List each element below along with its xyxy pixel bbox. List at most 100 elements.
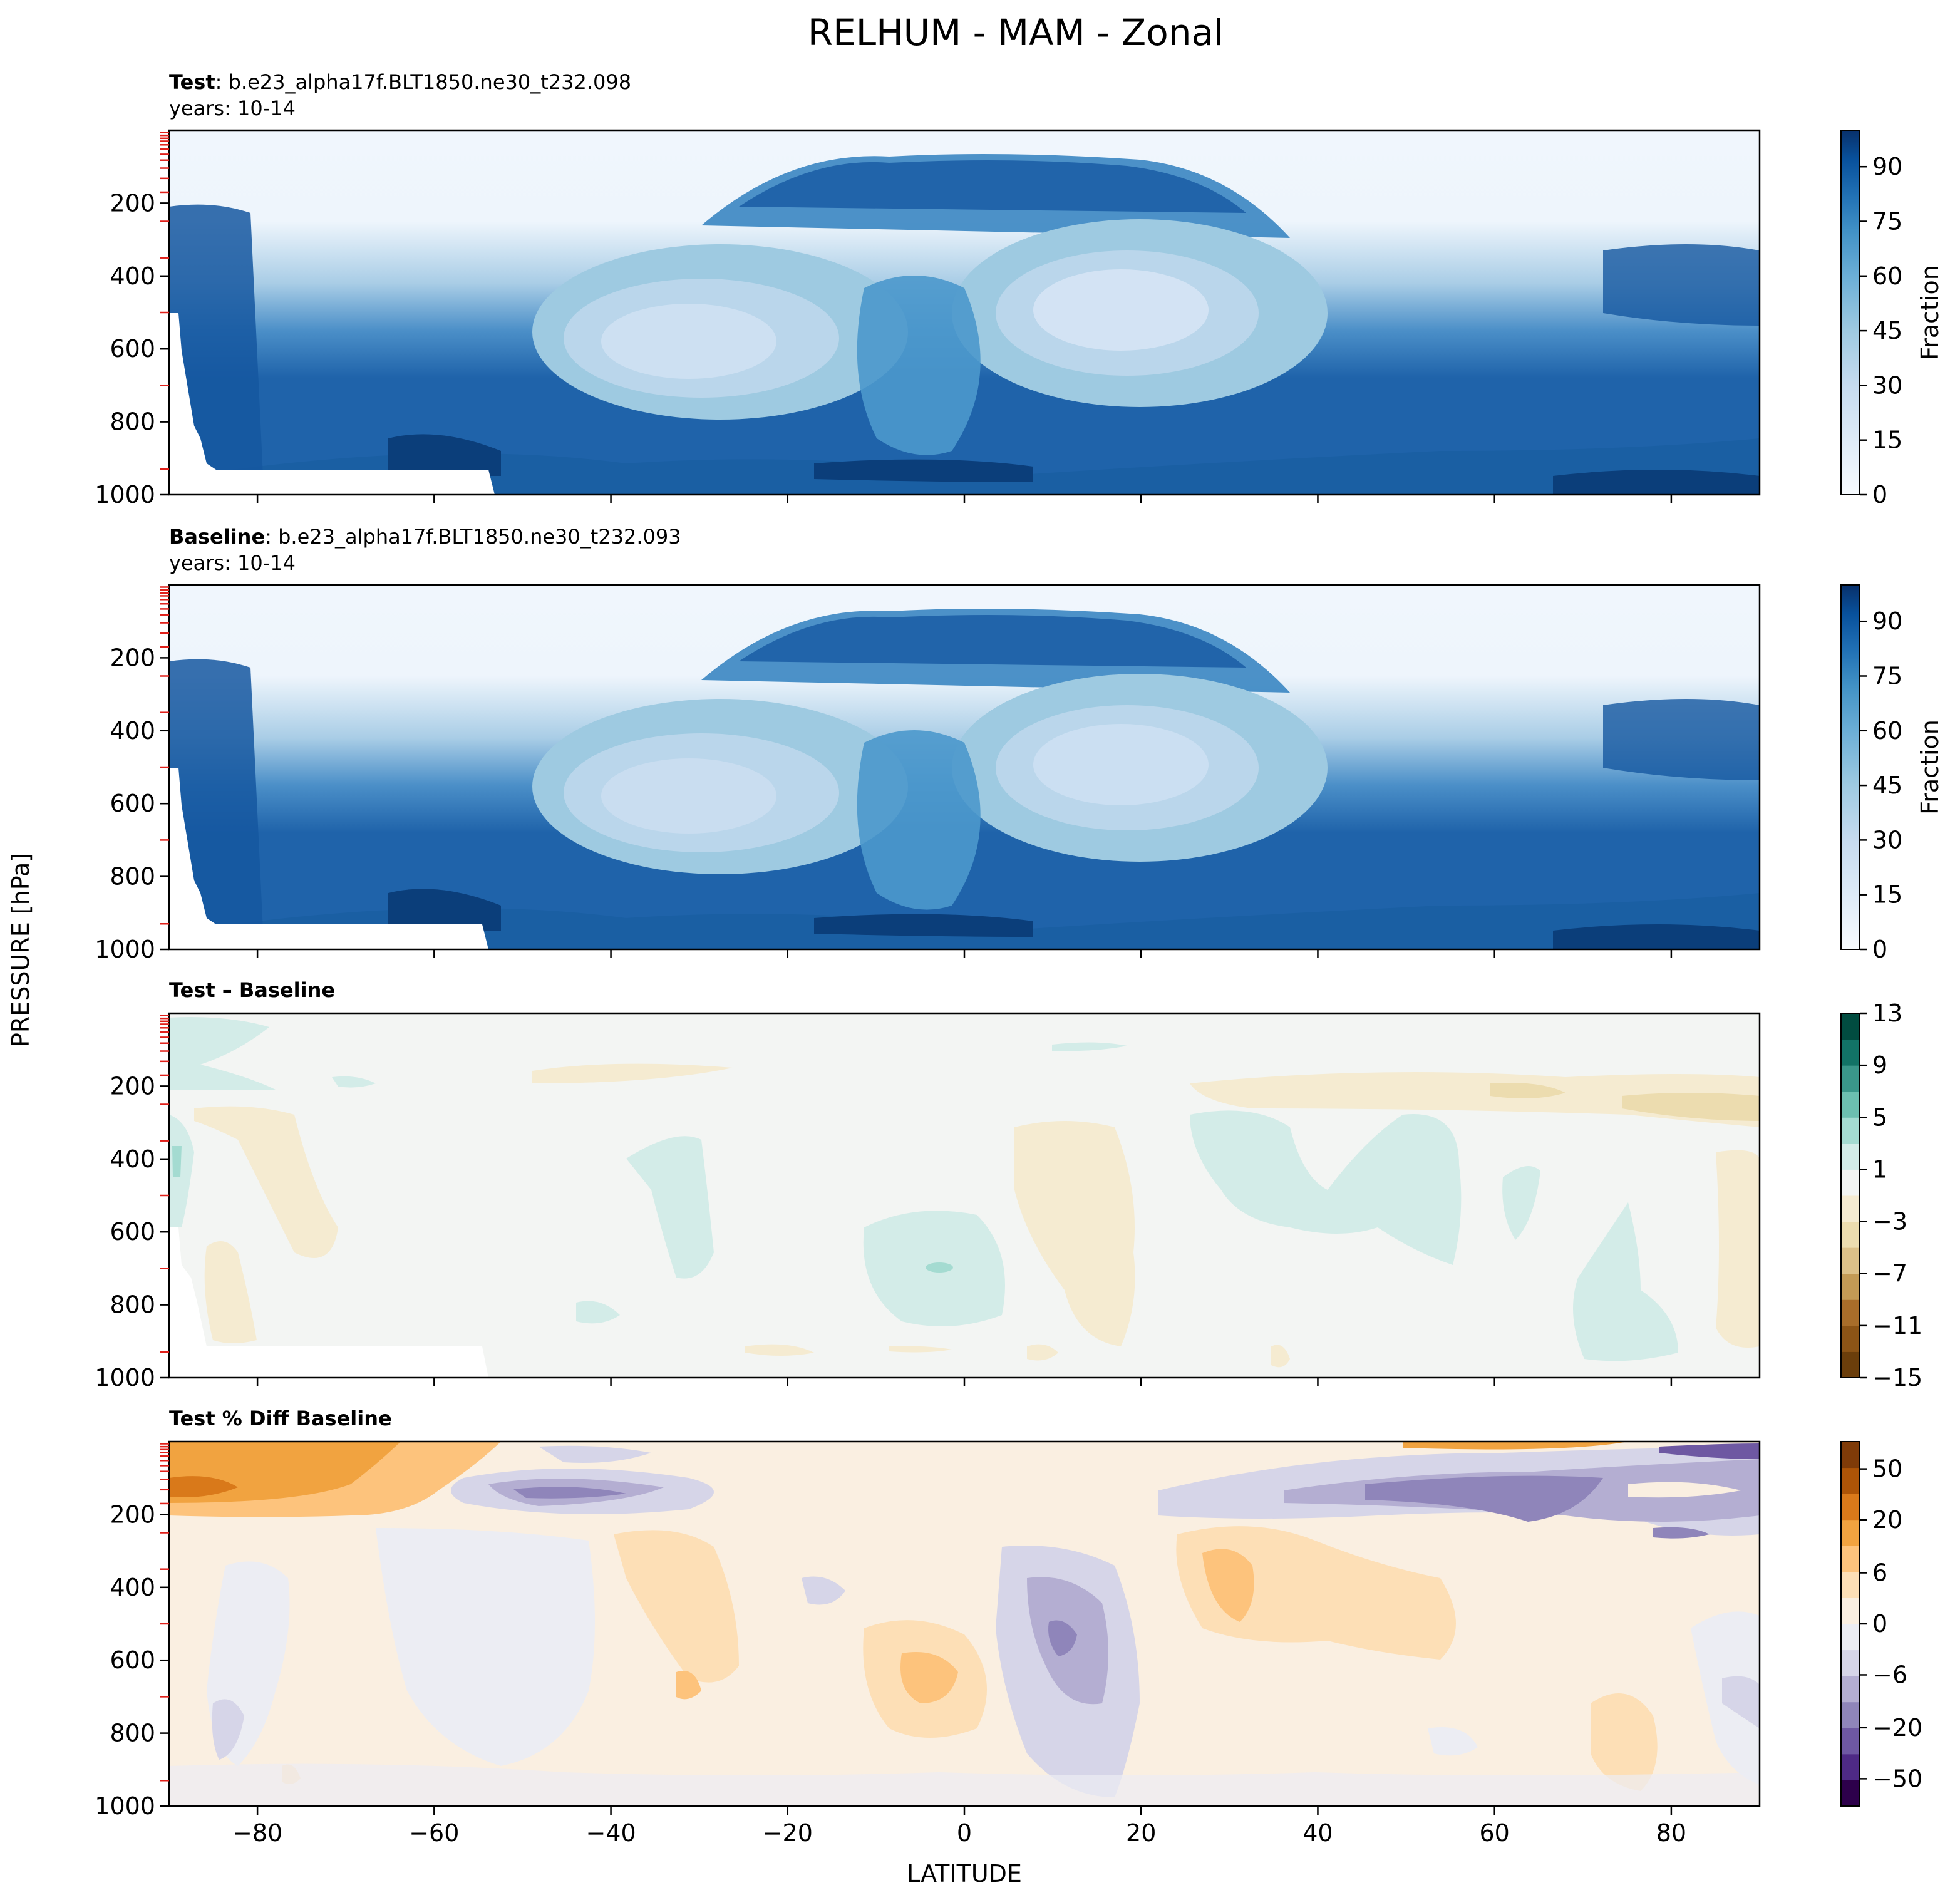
colorbar-segment (1841, 1117, 1860, 1144)
panel-difference-colorbar (1840, 1013, 1860, 1378)
y-tick-label: 800 (110, 863, 155, 891)
panel-test-yticks: 200 400 600 800 1000 (95, 132, 169, 509)
panel-difference-field (169, 1013, 1760, 1378)
panel-test-colorbar-ticks: 0 15 30 45 60 75 90 (1860, 153, 1902, 509)
y-tick-label: 200 (110, 644, 155, 671)
x-tick-label: −60 (409, 1819, 459, 1847)
colorbar-segment (1841, 1351, 1860, 1378)
colorbar-segment (1841, 1676, 1860, 1703)
colorbar-tick-label: 45 (1872, 772, 1902, 799)
y-tick-label: 600 (110, 1218, 155, 1246)
y-tick-label: 1000 (95, 481, 155, 509)
y-tick-label: 800 (110, 1291, 155, 1319)
panel-baseline-colorbar-label: Fraction (1916, 720, 1944, 815)
colorbar-tick-label: 75 (1872, 663, 1902, 690)
panel-difference-xticks (256, 1378, 1673, 1386)
colorbar-tick-label: −7 (1872, 1260, 1907, 1288)
colorbar-segment (1841, 1650, 1860, 1676)
colorbar-segment (1841, 1624, 1860, 1651)
colorbar-tick-label: 5 (1872, 1103, 1887, 1131)
panel-percent-xticks: −80 −60 −40 −20 0 20 40 60 80 (232, 1806, 1686, 1847)
colorbar-segment (1841, 1169, 1860, 1196)
y-tick-label: 400 (110, 717, 155, 745)
colorbar-segment (1841, 1039, 1860, 1066)
colorbar-segment (1841, 1701, 1860, 1728)
colorbar-tick-label: 90 (1872, 607, 1902, 635)
y-tick-label: 400 (110, 1574, 155, 1601)
x-tick-label: 20 (1126, 1819, 1156, 1847)
panel-percent-colorbar (1840, 1441, 1860, 1807)
colorbar-tick-label: 15 (1872, 426, 1902, 454)
colorbar-tick-label: −6 (1872, 1661, 1907, 1688)
panel-percent-header: Test % Diff Baseline (169, 1407, 392, 1430)
panel-baseline: Baseline: b.e23_alpha17f.BLT1850.ne30_t2… (95, 525, 1944, 963)
y-tick-label: 400 (110, 262, 155, 290)
y-tick-label: 1000 (95, 1364, 155, 1391)
y-tick-label: 1000 (95, 1792, 155, 1820)
colorbar-tick-label: −15 (1872, 1364, 1922, 1391)
x-axis-label: LATITUDE (907, 1860, 1022, 1887)
panel-baseline-field (169, 585, 1760, 949)
colorbar-segment (1841, 1195, 1860, 1222)
y-tick-label: 600 (110, 790, 155, 817)
colorbar-segment (1841, 1753, 1860, 1780)
colorbar-tick-label: 0 (1872, 481, 1887, 509)
colorbar-segment (1841, 1780, 1860, 1807)
colorbar-segment (1841, 1571, 1860, 1598)
x-tick-label: −40 (585, 1819, 636, 1847)
panel-test-years: years: 10-14 (169, 96, 296, 120)
y-tick-label: 200 (110, 1500, 155, 1528)
y-tick-label: 1000 (95, 936, 155, 963)
panel-test-field (169, 130, 1760, 495)
panel-baseline-yticks: 200 400 600 800 1000 (95, 586, 169, 963)
colorbar-segment (1841, 1143, 1860, 1170)
y-tick-label: 800 (110, 1720, 155, 1747)
colorbar-tick-label: 0 (1872, 936, 1887, 963)
colorbar-segment (1841, 1299, 1860, 1326)
colorbar-segment (1841, 1728, 1860, 1755)
panel-percent: Test % Diff Baseline (95, 1407, 1922, 1847)
colorbar-tick-label: 60 (1872, 262, 1902, 290)
y-tick-label: 200 (110, 1072, 155, 1100)
panel-baseline-years: years: 10-14 (169, 551, 296, 575)
y-tick-label: 800 (110, 408, 155, 436)
colorbar-tick-label: −11 (1872, 1312, 1922, 1340)
colorbar-segment (1841, 1598, 1860, 1624)
x-tick-label: −20 (763, 1819, 813, 1847)
colorbar-segment (1841, 1467, 1860, 1494)
colorbar-tick-label: 90 (1872, 153, 1902, 180)
panel-baseline-header: Baseline: b.e23_alpha17f.BLT1850.ne30_t2… (169, 525, 681, 549)
colorbar-segment (1841, 1221, 1860, 1248)
colorbar-tick-label: 50 (1872, 1455, 1902, 1483)
x-tick-label: 0 (957, 1819, 972, 1847)
panel-percent-colorbar-ticks: −50 −20 −6 0 6 20 50 (1860, 1455, 1922, 1792)
colorbar-tick-label: 15 (1872, 881, 1902, 909)
x-tick-label: 80 (1656, 1819, 1686, 1847)
colorbar-tick-label: −20 (1872, 1714, 1922, 1742)
y-axis-label: PRESSURE [hPa] (7, 853, 34, 1047)
colorbar-segment (1841, 1546, 1860, 1572)
colorbar-frame (1840, 1013, 1860, 1378)
x-tick-label: 60 (1479, 1819, 1509, 1847)
colorbar-tick-label: 6 (1872, 1559, 1887, 1587)
colorbar-tick-label: 13 (1872, 999, 1902, 1027)
colorbar-segment (1841, 1325, 1860, 1352)
colorbar-segment (1841, 1494, 1860, 1521)
panel-baseline-colorbar (1840, 584, 1860, 950)
panel-difference-colorbar-ticks: −15 −11 −7 −3 1 5 9 13 (1860, 999, 1922, 1391)
panel-percent-field (169, 1442, 1760, 1806)
panel-difference: Test – Baseline (95, 978, 1922, 1391)
panel-percent-yticks: 200 400 600 800 1000 (95, 1443, 169, 1820)
colorbar-segment (1841, 1065, 1860, 1092)
colorbar-segment (1841, 1247, 1860, 1274)
panel-test-header: Test: b.e23_alpha17f.BLT1850.ne30_t232.0… (169, 70, 631, 94)
colorbar-tick-label: 60 (1872, 717, 1902, 745)
colorbar-segment (1841, 1013, 1860, 1040)
colorbar-segment (1841, 1273, 1860, 1300)
panel-test-xticks (256, 495, 1673, 503)
colorbar-tick-label: 30 (1872, 371, 1902, 399)
y-tick-label: 400 (110, 1145, 155, 1173)
panel-baseline-colorbar-ticks: 0 15 30 45 60 75 90 (1860, 607, 1902, 963)
y-tick-label: 600 (110, 1646, 155, 1674)
